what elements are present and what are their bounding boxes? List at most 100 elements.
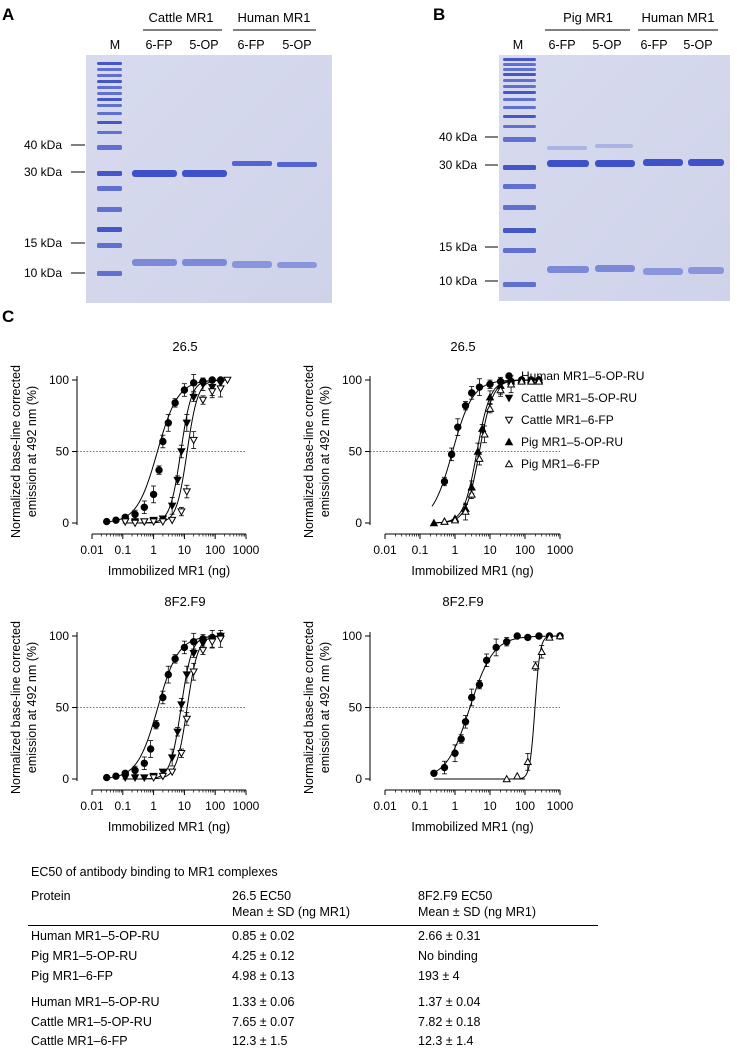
chart-title: 8F2.F9 [442, 594, 483, 609]
ladder-band [97, 227, 122, 232]
data-point [451, 749, 459, 757]
x-axis-label: Immobilized MR1 (ng) [411, 820, 533, 834]
data-point [482, 656, 491, 665]
data-point [450, 515, 460, 524]
table-row-ec50-8f2: 12.3 ± 1.4 [418, 1034, 474, 1048]
x-tick-label: 0.01 [80, 799, 104, 813]
gel-b-band [547, 266, 589, 273]
data-point [152, 720, 160, 729]
y-axis-label: Normalized base-line corrected emission a… [9, 621, 39, 794]
panel-label-c: C [2, 307, 14, 326]
data-point [461, 402, 470, 410]
data-point [140, 759, 149, 767]
y-axis-label: Normalized base-line corrected emission a… [302, 621, 332, 794]
x-tick-label: 10 [178, 799, 192, 813]
y-axis-label-line: Normalized base-line corrected [9, 621, 23, 794]
y-axis-label-line: emission at 492 nm (%) [25, 386, 39, 517]
ladder-band [503, 115, 536, 118]
table-row-protein: Pig MR1–6-FP [31, 969, 113, 983]
data-point [198, 647, 208, 655]
x-tick-label: 100 [205, 799, 225, 813]
gel-a-lane-label: M [110, 38, 120, 52]
data-point [155, 466, 163, 474]
data-point [524, 633, 532, 642]
legend-marker-shape [504, 394, 514, 403]
y-tick-label: 100 [49, 373, 69, 387]
data-point [159, 437, 167, 446]
y-tick-label: 100 [342, 373, 362, 387]
legend-marker-pig-6-fp [504, 459, 514, 468]
gel-b-lane-label: 6-FP [640, 38, 667, 52]
gel-b-band [595, 144, 633, 148]
gel-b-image [499, 55, 730, 301]
x-tick-label: 0.01 [373, 799, 397, 813]
table-row-ec50-8f2: 2.66 ± 0.31 [418, 929, 481, 943]
data-point [102, 517, 111, 526]
data-point [173, 728, 182, 737]
ladder-band [503, 58, 536, 61]
data-point [457, 735, 465, 743]
ladder-band [97, 62, 122, 65]
gel-b-marker-label: 15 kDa [439, 240, 477, 254]
gel-a-band [232, 161, 272, 166]
data-point [555, 631, 565, 640]
data-point [207, 388, 217, 396]
table-row-protein: Cattle MR1–6-FP [31, 1034, 128, 1048]
data-point [140, 503, 149, 511]
x-tick-label: 0.1 [114, 799, 131, 813]
y-axis-label-line: emission at 492 nm (%) [318, 386, 332, 517]
gel-a-band [182, 170, 227, 177]
table-header-26-5-line1: 26.5 EC50 [232, 889, 292, 903]
data-point [440, 763, 449, 772]
legend-label: Pig MR1–5-OP-RU [521, 435, 623, 449]
panel-label-b: B [433, 5, 445, 24]
data-point [189, 393, 198, 402]
gel-b-lane-label: 5-OP [592, 38, 621, 52]
gel-b-band [547, 146, 587, 150]
data-point [102, 773, 111, 782]
x-tick-label: 1 [452, 543, 459, 557]
legend-marker-cattle-5-op-ru [504, 394, 514, 403]
data-point [189, 649, 198, 658]
gel-b-band [688, 159, 724, 166]
ladder-band [503, 184, 536, 189]
y-axis-label-line: emission at 492 nm (%) [25, 642, 39, 773]
series-open-triangle-down [122, 630, 225, 782]
data-point [475, 383, 484, 391]
data-point [140, 518, 149, 526]
y-tick-label: 0 [355, 772, 362, 786]
ladder-band [97, 207, 122, 212]
data-point [545, 633, 554, 641]
y-tick-label: 50 [56, 445, 70, 459]
data-point [130, 519, 140, 528]
y-tick-label: 100 [342, 629, 362, 643]
data-point [177, 701, 186, 710]
ladder-band [503, 228, 536, 233]
ladder-band [97, 171, 122, 176]
chart-8f2-f9-cattle: 8F2.F9 0 50 100 0.01 0.1 1 10 100 1000Immobilized… [9, 594, 260, 834]
ladder-band [97, 68, 122, 71]
ladder-band [503, 165, 536, 170]
gel-a-marker-label: 30 kDa [24, 165, 62, 179]
gel-a-group-label: Cattle MR1 [148, 10, 213, 25]
table-row-ec50-26-5: 7.65 ± 0.07 [232, 1015, 295, 1029]
ladder-band [97, 131, 122, 134]
data-point [182, 671, 192, 680]
table-row-ec50-26-5: 4.25 ± 0.12 [232, 949, 295, 963]
x-tick-label: 1000 [233, 543, 260, 557]
series-open-triangle-up [433, 631, 565, 783]
chart-8f2-f9-pig: 8F2.F9 0 50 100 0.01 0.1 1 10 100 1000 Immobilized… [302, 594, 574, 834]
legend-marker-cattle-6-fp [504, 416, 514, 425]
table-title: EC50 of antibody binding to MR1 complexe… [31, 865, 278, 879]
x-tick-label: 100 [515, 799, 535, 813]
ladder-band [503, 205, 536, 210]
legend-marker-pig-5-op-ru [504, 437, 514, 446]
data-point [149, 490, 158, 499]
data-point [467, 489, 476, 498]
legend-marker-shape [504, 416, 514, 425]
data-point [177, 448, 186, 456]
ladder-band [97, 121, 122, 124]
ladder-band [97, 74, 122, 77]
panel-label-a: A [2, 5, 14, 24]
ladder-band [97, 271, 122, 276]
